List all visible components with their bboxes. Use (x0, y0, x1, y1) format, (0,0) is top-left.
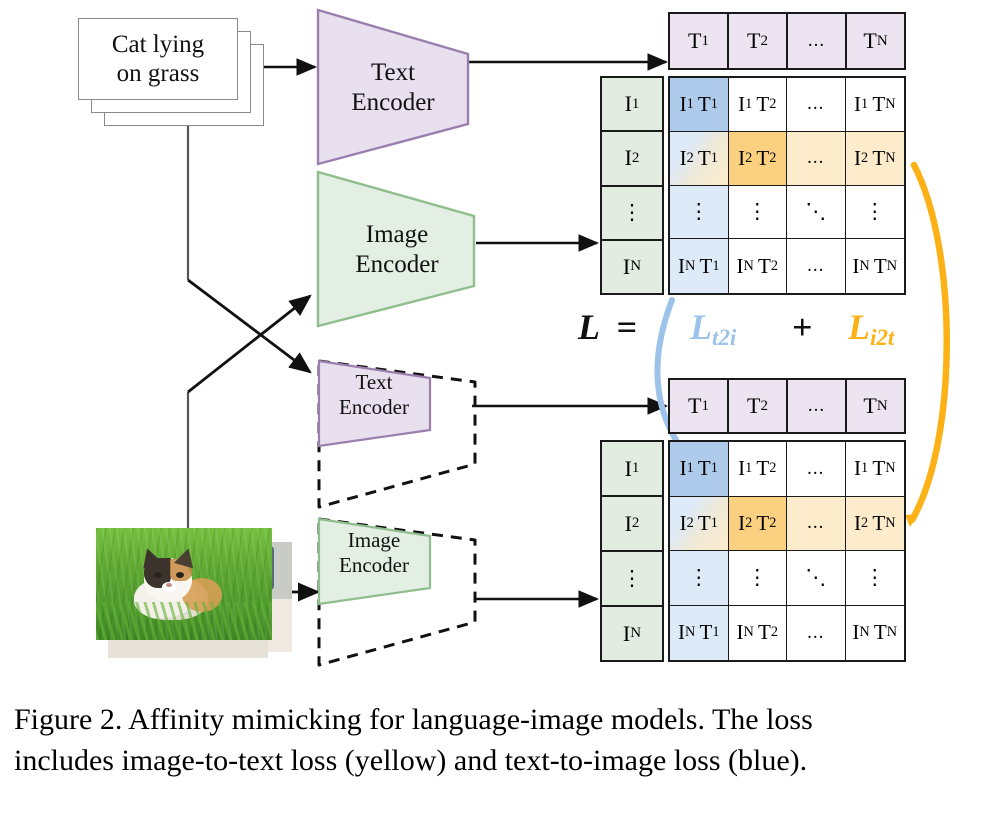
teacher-cell-r4c3: ... (787, 239, 846, 293)
teacher-t-header-row: T 1 T 2... T N (668, 12, 906, 70)
student-i-header-col: I 1 I 2 ⋮ I N (600, 440, 664, 662)
loss-i2t-base: L (848, 307, 870, 347)
caption-line-1: Figure 2. Affinity mimicking for languag… (14, 703, 813, 736)
loss-t2i-subscript: t2i (712, 323, 737, 350)
student-cell-r1c3: ... (787, 442, 846, 497)
student-cell-r3c1: ⋮ (670, 551, 729, 606)
teacher-text-encoder[interactable]: Text Encoder (316, 8, 470, 166)
student-cell-r3c3: ⋱ (787, 551, 846, 606)
loss-t2i: Lt2i (690, 306, 736, 351)
loss-L: L (578, 307, 599, 347)
student-cell-r3c2: ⋮ (728, 551, 787, 606)
text-card-content: Cat lying on grass (112, 30, 204, 89)
teacher-cell-r3c1: ⋮ (670, 185, 729, 240)
student-i-header-3: ⋮ (602, 552, 662, 607)
student-t-header-3: ... (788, 380, 847, 432)
figure-caption: Figure 2. Affinity mimicking for languag… (14, 700, 1004, 781)
student-text-encoder[interactable]: Text Encoder (316, 358, 482, 510)
teacher-cell-r2c3: ... (787, 131, 846, 186)
loss-plus-sign: + (792, 307, 813, 347)
teacher-cell-r3c2: ⋮ (728, 185, 787, 240)
loss-t2i-base: L (690, 307, 712, 347)
watermark-text: CSAI Chat (800, 748, 903, 771)
watermark: CSAI Chat (800, 748, 903, 772)
text-card-line2: on grass (116, 60, 200, 87)
teacher-t-header-3: ... (788, 14, 847, 68)
loss-i2t: Li2t (848, 306, 894, 351)
text-card-front: Cat lying on grass (78, 18, 238, 100)
teacher-i-header-3: ⋮ (602, 187, 662, 241)
student-cell-r2c3: ... (787, 496, 846, 551)
loss-equals: = (616, 307, 638, 347)
loss-i2t-subscript: i2t (870, 323, 895, 350)
teacher-i-header-col: I 1 I 2 ⋮ I N (600, 76, 664, 295)
photo-front-cat (96, 528, 272, 640)
text-card-line1: Cat lying (111, 30, 205, 58)
teacher-image-encoder[interactable]: Image Encoder (316, 170, 478, 328)
teacher-cell-r3c3: ⋱ (787, 185, 846, 240)
student-cell-r4c3: ... (787, 605, 846, 660)
loss-total: L = (578, 306, 637, 348)
loss-plus: + (792, 306, 813, 348)
caption-line-2: includes image-to-text loss (yellow) and… (14, 743, 808, 777)
student-image-encoder[interactable]: Image Encoder (316, 516, 482, 668)
student-t-header-row: T 1 T 2... T N (668, 378, 906, 434)
teacher-cell-r3c4: ⋮ (845, 185, 904, 240)
teacher-cell-r1c3: ... (787, 78, 846, 132)
student-cell-r3c4: ⋮ (845, 551, 904, 606)
text-input-stack: Cat lying on grass (78, 18, 264, 133)
image-input-stack (96, 528, 296, 658)
